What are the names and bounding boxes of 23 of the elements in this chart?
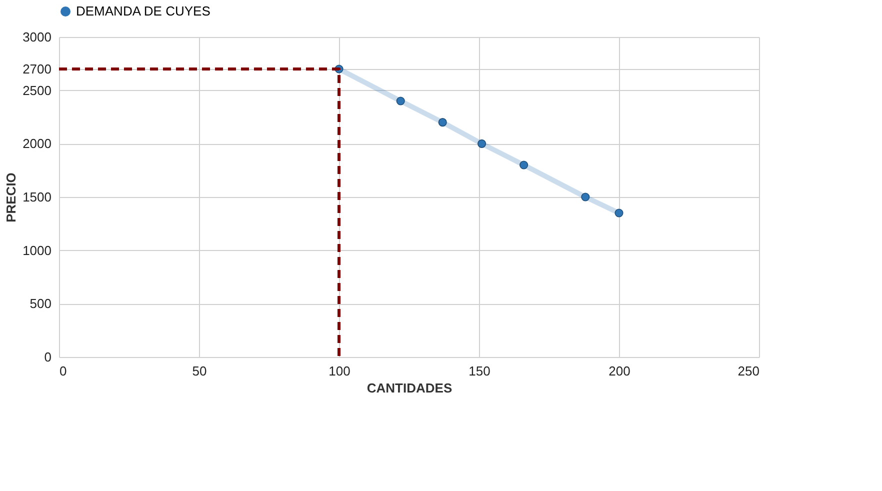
point <box>520 160 528 170</box>
y-tick-label: 500 <box>30 296 52 312</box>
x-tick-label: 0 <box>60 364 67 378</box>
point <box>614 208 624 218</box>
x-tick-label: 200 <box>608 364 630 378</box>
y-tick-label: 2700 <box>22 62 52 76</box>
point <box>581 192 590 202</box>
y-tick-label: 3000 <box>22 30 52 44</box>
y-tick-label: 0 <box>44 350 52 364</box>
x-tick-label: 150 <box>468 364 490 378</box>
x-tick-label: 250 <box>738 364 760 378</box>
legend-label: DEMANDA DE CUYES <box>76 4 211 18</box>
x-tick-label: 50 <box>192 364 207 378</box>
y-tick-label: 2000 <box>22 136 52 152</box>
y-tick-label: 1500 <box>22 190 52 204</box>
point <box>396 96 405 106</box>
point <box>478 139 486 148</box>
y-tick-label: 2500 <box>22 82 52 98</box>
y-axis-title: PRECIO <box>4 172 19 222</box>
x-axis-title: CANTIDADES <box>366 380 452 396</box>
x-tick-label: 100 <box>328 364 350 378</box>
point <box>438 118 447 127</box>
y-tick-label: 1000 <box>22 242 52 258</box>
